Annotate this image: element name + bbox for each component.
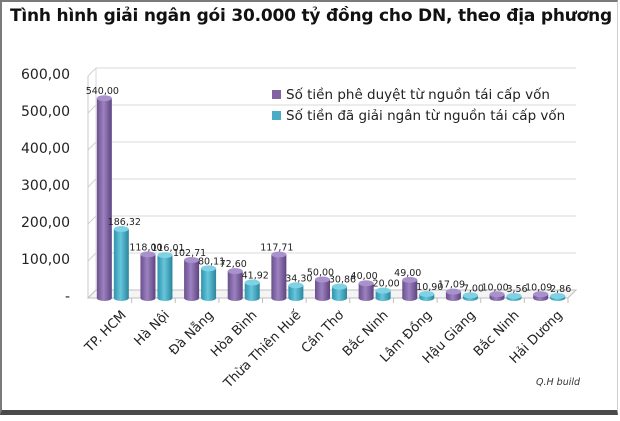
bar-approved xyxy=(445,291,461,298)
data-label: 34,30 xyxy=(285,273,312,284)
data-label: 118,00 xyxy=(129,242,162,253)
legend-label: Số tiền đã giải ngân từ nguồn tái cấp vố… xyxy=(286,107,566,124)
data-label: 117,71 xyxy=(260,242,293,253)
legend-item-approved: Số tiền phê duyệt từ nguồn tái cấp vốn xyxy=(272,84,565,105)
bar-approved xyxy=(402,279,418,298)
data-label: 17,09 xyxy=(438,280,465,291)
bar-approved xyxy=(358,283,374,298)
bar-disbursed xyxy=(244,282,260,298)
bar-approved xyxy=(227,271,243,298)
data-label: 3,56 xyxy=(506,284,527,295)
y-tick-label: 400,00 xyxy=(21,141,70,157)
legend-item-disbursed: Số tiền đã giải ngân từ nguồn tái cấp vố… xyxy=(272,105,565,126)
bar-disbursed xyxy=(288,285,304,298)
data-label: 186,32 xyxy=(108,217,141,228)
data-label: 2,86 xyxy=(550,284,571,295)
legend-label: Số tiền phê duyệt từ nguồn tái cấp vốn xyxy=(286,86,550,103)
y-tick-label: 300,00 xyxy=(21,178,70,194)
data-label: 7,00 xyxy=(463,283,484,294)
y-tick-label: 600,00 xyxy=(21,67,70,83)
data-label: 10,90 xyxy=(416,282,443,293)
data-label: 49,00 xyxy=(394,268,421,279)
bar-approved xyxy=(96,98,112,298)
y-tick-label: - xyxy=(64,289,70,305)
data-label: 41,92 xyxy=(242,270,269,281)
legend: Số tiền phê duyệt từ nguồn tái cấp vốn S… xyxy=(272,84,565,126)
legend-swatch-cyan xyxy=(272,111,281,120)
y-tick-label: 200,00 xyxy=(21,215,70,231)
bar-approved xyxy=(140,254,156,298)
bar-disbursed xyxy=(157,255,173,298)
y-tick-label: 500,00 xyxy=(21,104,70,120)
y-tick-label: 100,00 xyxy=(21,252,70,268)
data-label: 50,00 xyxy=(307,268,334,279)
credit-text: Q.H build xyxy=(536,377,581,388)
data-label: 80,11 xyxy=(198,256,225,267)
data-label: 116,01 xyxy=(151,243,184,254)
data-label: 20,00 xyxy=(373,279,400,290)
bar-disbursed xyxy=(375,290,391,298)
data-label: 10,09 xyxy=(525,282,552,293)
data-label: 10,00 xyxy=(481,282,508,293)
bar-approved xyxy=(271,254,287,298)
data-label: 30,86 xyxy=(329,275,356,286)
bar-disbursed xyxy=(113,229,129,298)
data-label: 540,00 xyxy=(86,86,119,97)
data-label: 72,60 xyxy=(220,259,247,270)
bar-disbursed xyxy=(201,268,217,298)
bar-disbursed xyxy=(332,286,347,298)
bar-approved xyxy=(184,259,200,298)
data-label: 102,71 xyxy=(173,248,206,259)
legend-swatch-purple xyxy=(272,90,281,99)
data-label: 40,00 xyxy=(351,271,378,282)
chart-title: Tình hình giải ngân gói 30.000 tỷ đồng c… xyxy=(10,6,613,26)
bar-approved xyxy=(315,279,330,298)
